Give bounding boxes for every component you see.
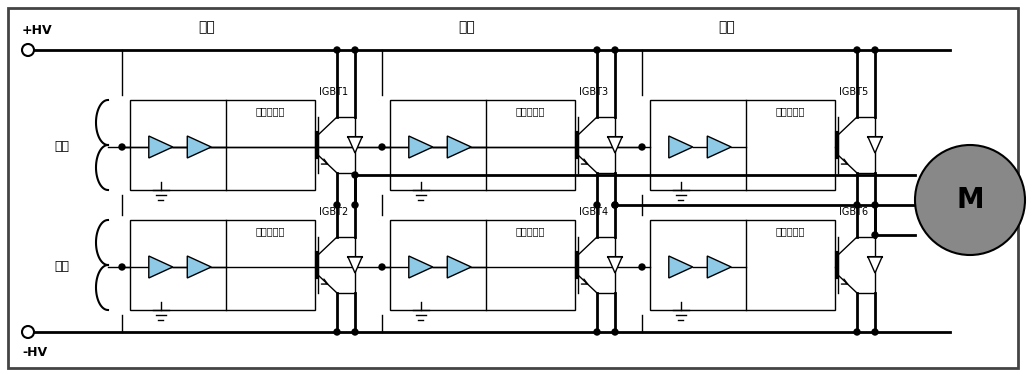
Text: IGBT1: IGBT1 <box>319 87 348 97</box>
Circle shape <box>873 47 878 53</box>
Text: IGBT4: IGBT4 <box>579 207 609 217</box>
Circle shape <box>873 232 878 238</box>
Text: IGBT3: IGBT3 <box>579 87 609 97</box>
Text: 门极驱动器: 门极驱动器 <box>515 106 545 116</box>
Bar <box>130 100 315 190</box>
Circle shape <box>334 329 341 335</box>
Text: +HV: +HV <box>22 24 53 36</box>
Text: IGBT2: IGBT2 <box>319 207 348 217</box>
Text: 门极驱动器: 门极驱动器 <box>256 106 286 116</box>
Circle shape <box>379 144 385 150</box>
Circle shape <box>119 264 125 270</box>
Circle shape <box>612 47 618 53</box>
Polygon shape <box>707 136 732 158</box>
Circle shape <box>612 202 618 208</box>
Polygon shape <box>187 136 211 158</box>
Circle shape <box>352 47 358 53</box>
Polygon shape <box>409 136 433 158</box>
Circle shape <box>119 144 125 150</box>
Circle shape <box>854 329 860 335</box>
Polygon shape <box>348 137 362 153</box>
Circle shape <box>915 145 1025 255</box>
Bar <box>390 220 575 310</box>
Text: IGBT6: IGBT6 <box>839 207 868 217</box>
Text: 隔离: 隔离 <box>457 20 475 34</box>
Text: IGBT5: IGBT5 <box>839 87 868 97</box>
Bar <box>650 220 835 310</box>
Text: 门极驱动器: 门极驱动器 <box>515 226 545 236</box>
Text: 隔离: 隔离 <box>198 20 214 34</box>
Text: 门极驱动器: 门极驱动器 <box>256 226 286 236</box>
Circle shape <box>639 144 645 150</box>
Bar <box>390 100 575 190</box>
Circle shape <box>352 329 358 335</box>
Circle shape <box>854 47 860 53</box>
Circle shape <box>612 202 618 208</box>
Text: -HV: -HV <box>22 345 48 358</box>
Polygon shape <box>149 136 173 158</box>
Polygon shape <box>409 256 433 278</box>
Polygon shape <box>608 137 622 153</box>
Circle shape <box>352 172 358 178</box>
Polygon shape <box>447 256 471 278</box>
Polygon shape <box>868 137 882 153</box>
Polygon shape <box>868 257 882 273</box>
Circle shape <box>334 47 341 53</box>
Text: 低测: 低测 <box>55 261 69 274</box>
Circle shape <box>594 202 600 208</box>
Text: 高测: 高测 <box>55 141 69 154</box>
Text: 门极驱动器: 门极驱动器 <box>776 226 805 236</box>
Circle shape <box>612 329 618 335</box>
Bar <box>650 100 835 190</box>
Circle shape <box>334 202 341 208</box>
Circle shape <box>379 264 385 270</box>
Polygon shape <box>348 257 362 273</box>
Text: M: M <box>956 186 984 214</box>
Polygon shape <box>608 257 622 273</box>
Circle shape <box>639 264 645 270</box>
Polygon shape <box>187 256 211 278</box>
Text: 门极驱动器: 门极驱动器 <box>776 106 805 116</box>
Polygon shape <box>149 256 173 278</box>
Polygon shape <box>669 256 692 278</box>
Circle shape <box>594 47 600 53</box>
Circle shape <box>352 202 358 208</box>
Circle shape <box>873 329 878 335</box>
Circle shape <box>594 329 600 335</box>
Polygon shape <box>669 136 692 158</box>
Circle shape <box>873 202 878 208</box>
Circle shape <box>854 202 860 208</box>
Text: 隔离: 隔离 <box>718 20 735 34</box>
Polygon shape <box>707 256 732 278</box>
Bar <box>130 220 315 310</box>
Polygon shape <box>447 136 471 158</box>
